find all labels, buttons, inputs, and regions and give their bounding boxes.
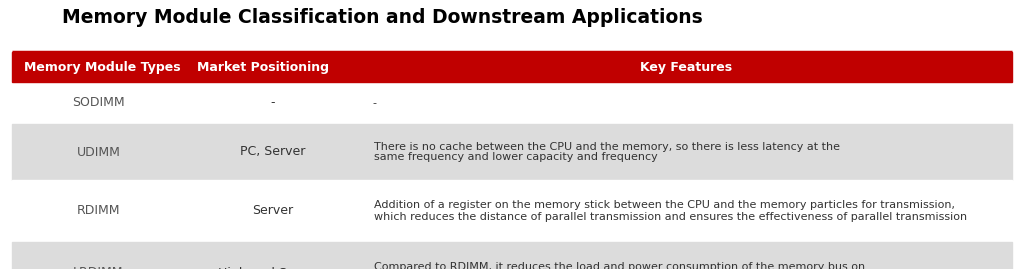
Text: same frequency and lower capacity and frequency: same frequency and lower capacity and fr… (374, 153, 657, 162)
Text: RDIMM: RDIMM (77, 204, 120, 218)
Text: LRDIMM: LRDIMM (74, 267, 124, 269)
Text: PC, Server: PC, Server (240, 146, 305, 158)
Text: Server: Server (252, 204, 293, 218)
Bar (12, 180, 1012, 242)
Text: Memory Module Classification and Downstream Applications: Memory Module Classification and Downstr… (62, 8, 702, 27)
Text: Market Positioning: Market Positioning (197, 61, 329, 73)
Text: UDIMM: UDIMM (77, 146, 121, 158)
Text: High-end Servers: High-end Servers (218, 267, 327, 269)
Text: There is no cache between the CPU and the memory, so there is less latency at th: There is no cache between the CPU and th… (374, 141, 840, 151)
Text: SODIMM: SODIMM (72, 97, 125, 109)
Text: Addition of a register on the memory stick between the CPU and the memory partic: Addition of a register on the memory sti… (374, 200, 955, 211)
Text: -: - (372, 98, 376, 108)
Text: Memory Module Types: Memory Module Types (24, 61, 180, 73)
Text: which reduces the distance of parallel transmission and ensures the effectivenes: which reduces the distance of parallel t… (374, 211, 967, 221)
Text: Compared to RDIMM, it reduces the load and power consumption of the memory bus o: Compared to RDIMM, it reduces the load a… (374, 263, 865, 269)
Bar (12, 82, 1012, 124)
Text: Key Features: Key Features (640, 61, 732, 73)
Text: -: - (270, 97, 274, 109)
Bar (12, 124, 1012, 180)
Bar (12, 242, 1012, 269)
Bar (12, 52, 1012, 82)
